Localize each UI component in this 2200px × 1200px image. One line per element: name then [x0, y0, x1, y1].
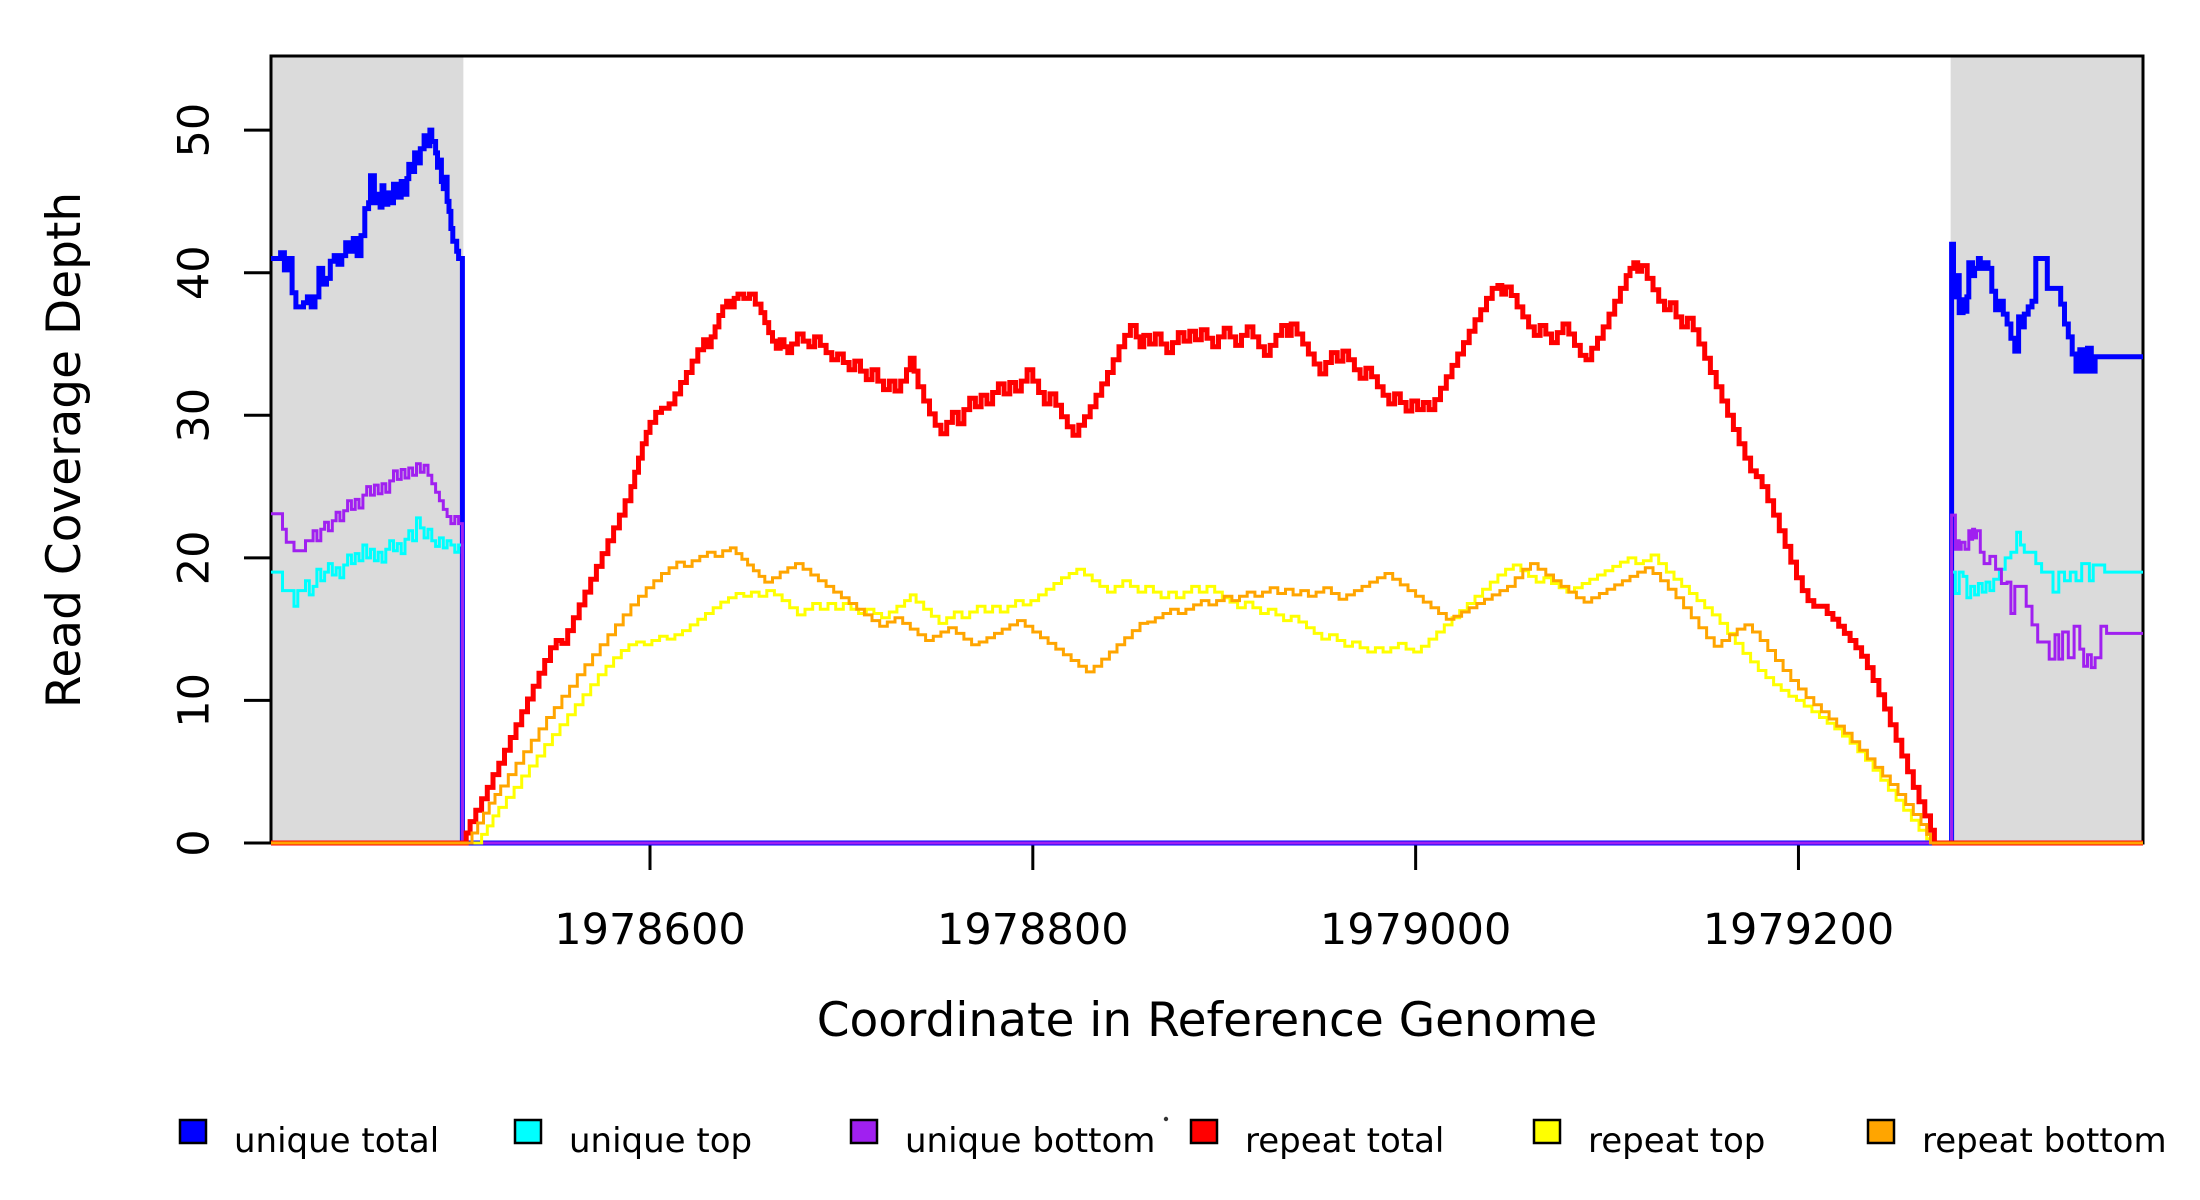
x-tick-label: 1979000 [1320, 905, 1512, 955]
y-tick-label: 30 [170, 388, 220, 443]
legend-label-repeat-total: repeat total [1245, 1121, 1444, 1161]
y-axis-title: Read Coverage Depth [37, 192, 92, 708]
legend-label-repeat-bottom: repeat bottom [1922, 1121, 2167, 1161]
legend-swatch-repeat-bottom [1866, 1118, 1896, 1145]
stray-dot [1163, 1116, 1169, 1122]
legend-swatch-unique-bottom [849, 1118, 879, 1145]
x-axis-title: Coordinate in Reference Genome [817, 993, 1598, 1048]
legend-swatch-unique-top [513, 1118, 543, 1145]
legend-label-unique-bottom: unique bottom [905, 1121, 1155, 1161]
y-tick-label: 20 [170, 530, 220, 585]
y-tick-label: 40 [170, 245, 220, 300]
y-tick-label: 50 [170, 103, 220, 158]
y-tick-label: 10 [170, 673, 220, 728]
series-line-unique-bottom [271, 462, 2143, 845]
series-line-unique-total [271, 127, 2143, 846]
x-tick-label: 1978800 [937, 905, 1129, 955]
shaded-region-left [271, 56, 464, 843]
legend-swatch-repeat-total [1189, 1118, 1219, 1145]
legend-swatch-repeat-top [1532, 1118, 1562, 1145]
series-line-repeat-total [271, 260, 2143, 846]
series-line-repeat-top [271, 553, 2143, 845]
series-line-repeat-bottom [271, 546, 2143, 845]
legend-label-unique-top: unique top [569, 1121, 752, 1161]
x-tick-label: 1978600 [554, 905, 746, 955]
legend-swatch-unique-total [178, 1118, 208, 1145]
x-tick-label: 1979200 [1703, 905, 1895, 955]
series-line-unique-top [271, 516, 2143, 845]
y-tick-label: 0 [170, 829, 220, 856]
shaded-region-right [1950, 56, 2143, 843]
legend-label-repeat-top: repeat top [1588, 1121, 1765, 1161]
legend-label-unique-total: unique total [234, 1121, 439, 1161]
